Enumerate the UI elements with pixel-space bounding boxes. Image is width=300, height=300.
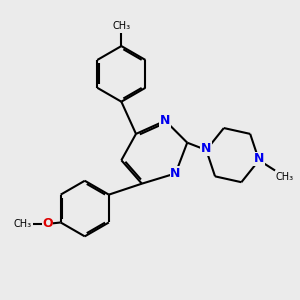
Text: O: O	[42, 218, 53, 230]
Text: N: N	[201, 142, 211, 155]
Text: CH₃: CH₃	[276, 172, 294, 182]
Text: CH₃: CH₃	[112, 21, 130, 32]
Text: N: N	[170, 167, 181, 180]
Text: N: N	[160, 114, 170, 127]
Text: CH₃: CH₃	[13, 219, 32, 229]
Text: N: N	[254, 152, 264, 165]
